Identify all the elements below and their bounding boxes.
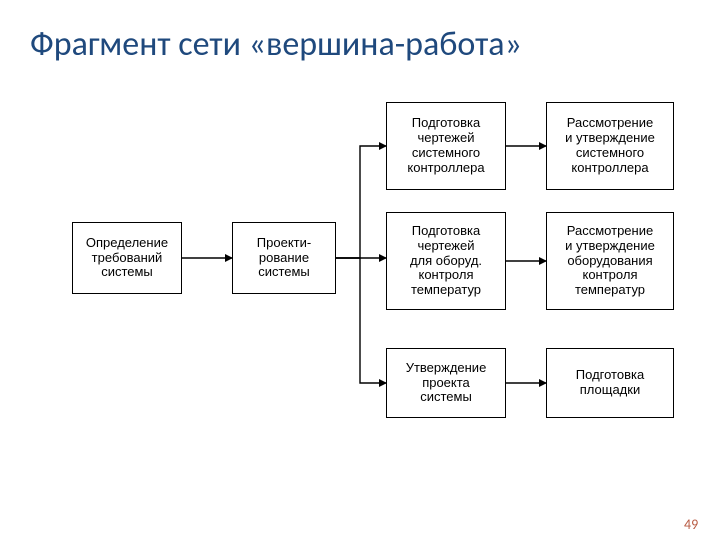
page-title: Фрагмент сети «вершина-работа»: [30, 24, 522, 65]
flow-node-n4: Рассмотрениеи утверждениесистемногоконтр…: [546, 102, 674, 190]
page-number: 49: [684, 516, 698, 533]
flow-node-n5: Подготовкачертежейдля оборуд.контролятем…: [386, 212, 506, 310]
slide: Фрагмент сети «вершина-работа» 49 Опреде…: [0, 0, 720, 540]
flow-node-n7: Утверждениепроектасистемы: [386, 348, 506, 418]
edge-n2-n3: [336, 146, 386, 258]
flow-node-n8: Подготовкаплощадки: [546, 348, 674, 418]
flow-node-n6: Рассмотрениеи утверждениеоборудованиякон…: [546, 212, 674, 310]
edge-n2-n7: [336, 258, 386, 383]
flow-node-n3: Подготовкачертежейсистемногоконтроллера: [386, 102, 506, 190]
flow-node-n2: Проекти-рованиесистемы: [232, 222, 336, 294]
flow-node-n1: Определениетребованийсистемы: [72, 222, 182, 294]
